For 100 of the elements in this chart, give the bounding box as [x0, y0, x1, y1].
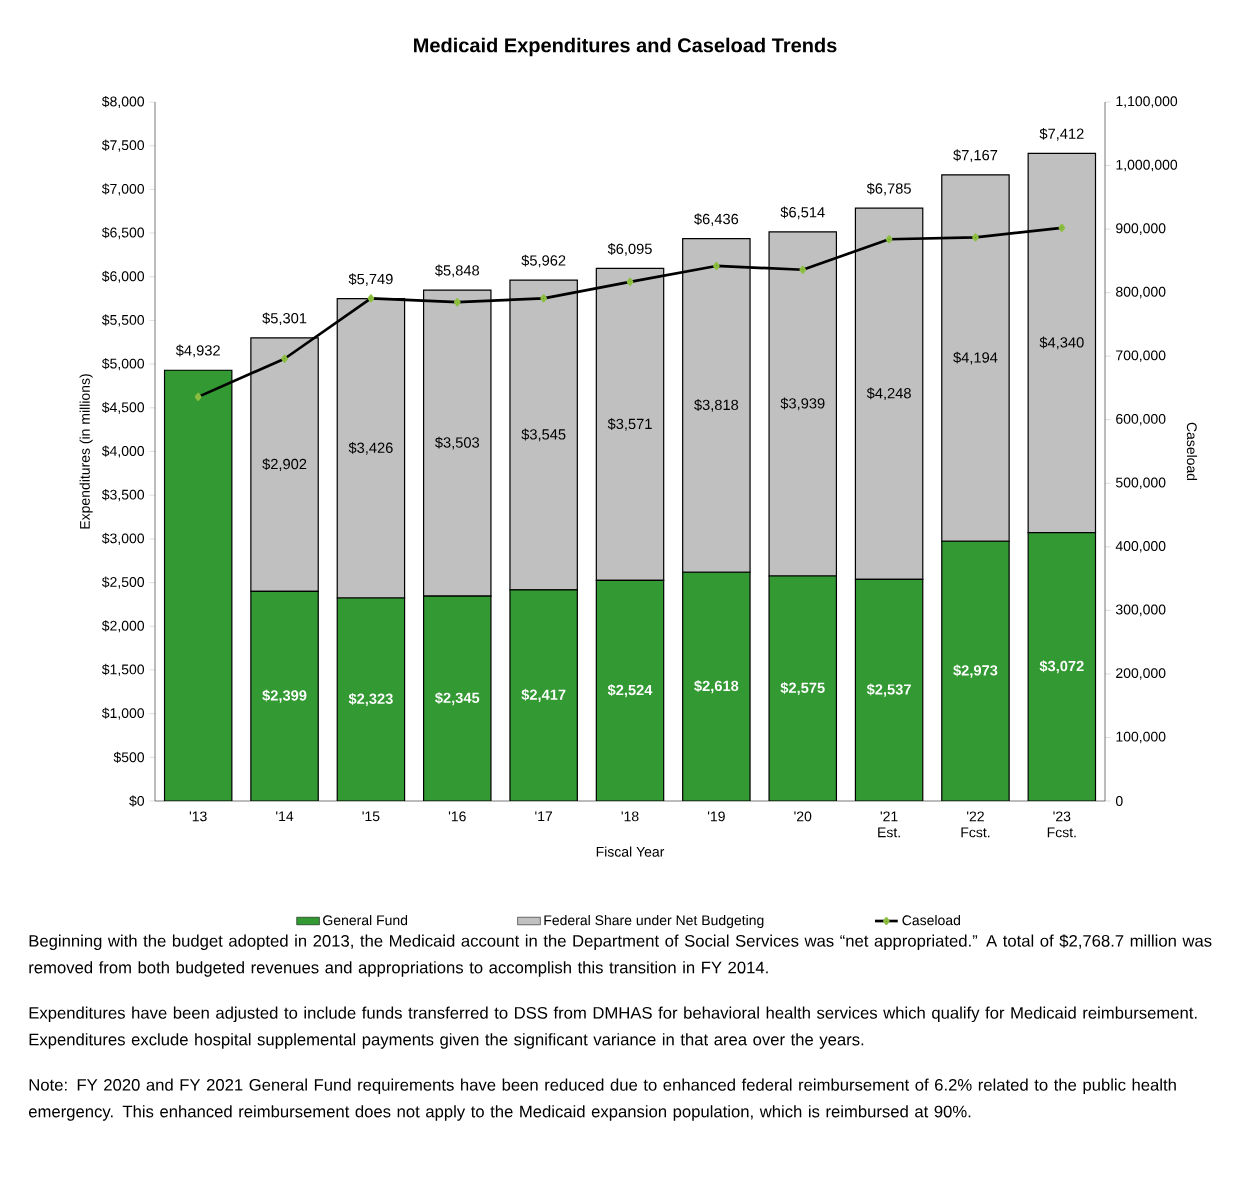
total-label: $4,932 — [175, 344, 220, 358]
bar — [854, 578, 924, 801]
data-label: $3,818 — [694, 399, 739, 412]
y-tick-label: $5,500 — [101, 314, 145, 327]
data-label: $4,248 — [866, 387, 911, 401]
bar — [423, 595, 492, 801]
x-tick-label: '19 — [707, 811, 725, 822]
point — [540, 294, 547, 303]
point — [367, 294, 375, 303]
total-label: $6,514 — [780, 206, 825, 220]
data-label: $2,417 — [521, 688, 566, 702]
y2-tick-label: 200,000 — [1116, 668, 1166, 680]
point — [713, 261, 720, 270]
y2-tick-label: 1,100,000 — [1116, 96, 1178, 108]
y-tick-label: $1,500 — [101, 663, 145, 677]
y-tick-label: $4,500 — [101, 401, 145, 414]
point — [453, 298, 461, 307]
x-tick-label: '22 Fcst. — [961, 811, 990, 838]
y-tick-label: $2,500 — [101, 576, 145, 589]
total-label: $6,436 — [694, 213, 739, 226]
data-label: $2,973 — [953, 664, 998, 678]
text: Expenditures have been adjusted to include funds transferred to DSS from DMHAS for behavioral health services which qualify for Medicaid reimbursement. Expenditures exclude hospital supplemental payments given the significant variance in that area over the years. — [29, 1006, 1197, 1049]
y2-tick-label: 500,000 — [1115, 477, 1166, 490]
bar — [595, 579, 665, 801]
y-tick-label: $8,000 — [101, 95, 145, 109]
bar — [682, 571, 751, 801]
y2-tick-label: 800,000 — [1116, 286, 1166, 299]
x-tick-label: '14 — [276, 811, 294, 822]
point — [281, 354, 288, 363]
data-label: $2,618 — [694, 680, 739, 694]
y2-tick-label: 1,000,000 — [1116, 159, 1178, 172]
y2-axis-title: Caseload — [1186, 422, 1198, 481]
total-label: $7,412 — [1039, 127, 1084, 141]
data-label: $3,426 — [348, 441, 393, 455]
y-tick-label: $2,000 — [101, 620, 145, 633]
y2-tick-label: 900,000 — [1116, 223, 1166, 235]
total-label: $6,095 — [607, 243, 652, 256]
data-label: $4,194 — [953, 351, 998, 365]
data-label: $2,399 — [262, 689, 307, 703]
x-tick-label: '13 — [189, 811, 207, 822]
text: Note: FY 2020 and FY 2021 General Fund requirements have been reduced due to enhanced federal reimbursement of 6.2% related to the public health emergency. This enhanced reimbursement does not apply to the Medicaid expansion population, which is reimbursed at 90%. — [28, 1078, 1176, 1121]
y-tick-label: $6,000 — [101, 270, 145, 283]
y-tick-label: $7,500 — [101, 139, 145, 152]
data-label: $2,575 — [780, 681, 825, 696]
data-label: $3,545 — [521, 428, 566, 442]
data-label: $3,503 — [435, 436, 480, 450]
bar — [336, 597, 406, 801]
y-tick-label: $5,000 — [101, 358, 145, 371]
total-label: $5,848 — [435, 264, 480, 278]
point — [972, 233, 979, 242]
chart-title: Medicaid Expenditures and Caseload Trends — [414, 37, 837, 57]
x-tick-label: '15 — [362, 811, 380, 822]
legend-label: Federal Share under Net Budgeting — [544, 914, 764, 928]
y2-tick-label: 400,000 — [1115, 541, 1166, 553]
data-label: $2,345 — [435, 691, 480, 706]
x-tick-label: '16 — [448, 811, 466, 822]
y2-tick-label: 700,000 — [1116, 350, 1166, 362]
total-label: $6,785 — [866, 182, 911, 196]
data-label: $2,537 — [866, 683, 911, 697]
bar — [941, 540, 1010, 801]
data-label: $3,571 — [607, 418, 652, 431]
total-label: $5,301 — [262, 312, 307, 326]
y-tick-label: $1,000 — [101, 707, 145, 720]
bar — [1027, 531, 1097, 801]
y-tick-label: $3,000 — [101, 532, 145, 545]
x-tick-label: '20 — [794, 811, 812, 822]
y2-tick-label: 100,000 — [1116, 731, 1166, 744]
data-label: $2,902 — [262, 458, 307, 471]
x-tick-label: '23 Fcst. — [1047, 811, 1076, 838]
y-tick-label: $6,500 — [101, 227, 145, 240]
total-label: $7,167 — [953, 149, 998, 163]
point — [194, 392, 202, 401]
point — [799, 265, 807, 274]
data-label: $4,340 — [1039, 336, 1084, 350]
y2-tick-label: 300,000 — [1115, 604, 1166, 617]
point — [1058, 223, 1066, 232]
data-label: $2,524 — [607, 684, 653, 698]
bar — [509, 589, 578, 801]
text: Beginning with the budget adopted in 2013, the Medicaid account in the Department of Social Services was “net appropriated.” A total of $2,768.7 million was removed from both budgeted revenues and appropriations to accomplish this transition in FY 2014. — [29, 934, 1212, 977]
y-tick-label: $4,000 — [101, 445, 145, 458]
x-tick-label: '17 — [535, 811, 553, 822]
point — [885, 235, 893, 244]
bar — [163, 369, 233, 801]
y-tick-label: $3,500 — [101, 489, 145, 502]
y-tick-label: $7,000 — [101, 183, 145, 196]
data-label: $2,323 — [348, 692, 393, 707]
data-label: $3,072 — [1039, 660, 1084, 674]
y-axis-title: Expenditures (in millions) — [79, 374, 93, 529]
x-axis-title: Fiscal Year — [596, 846, 665, 857]
total-label: $5,749 — [348, 273, 393, 286]
x-tick-label: '18 — [621, 811, 639, 822]
y-tick-label: $0 — [129, 795, 145, 807]
x-tick-label: '21 Est. — [878, 811, 900, 838]
y2-tick-label: 0 — [1115, 796, 1123, 806]
total-label: $5,962 — [521, 254, 566, 268]
bar — [768, 575, 838, 801]
legend-label: Caseload — [902, 914, 960, 926]
y-tick-label: $500 — [113, 751, 145, 763]
point — [626, 277, 634, 286]
y2-tick-label: 600,000 — [1116, 413, 1166, 426]
